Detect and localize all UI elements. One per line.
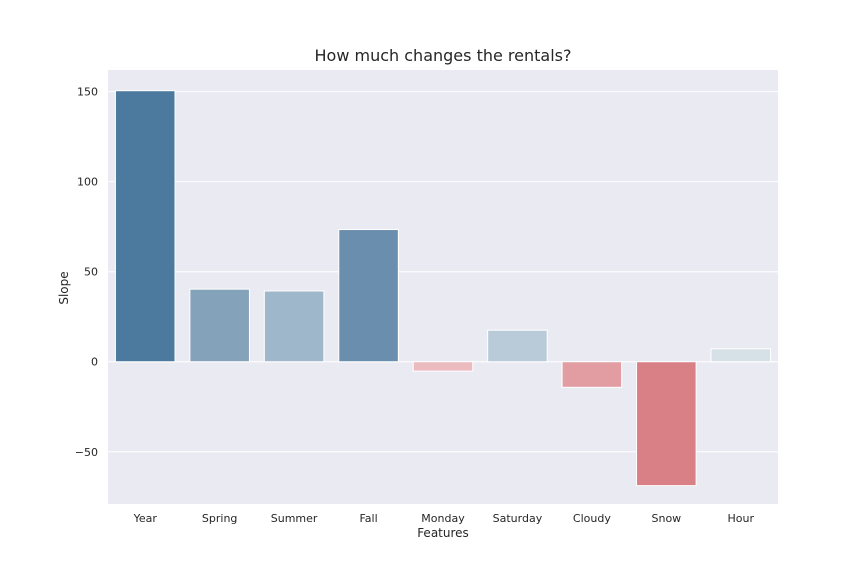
y-tick-label: 150 [77,86,98,99]
y-axis-label: Slope [57,271,71,305]
bar-hour [710,348,772,363]
bar-saturday [487,329,548,363]
bar-cloudy [561,361,623,388]
bar-fall [338,229,399,363]
y-tick-label: 100 [77,176,98,189]
chart-title: How much changes the rentals? [314,46,572,65]
y-tick-labels: −50 0 50 100 150 [75,86,98,459]
bar-snow [636,361,697,487]
x-tick-label: Year [133,512,158,525]
x-axis-label: Features [417,526,469,540]
x-tick-label: Hour [728,512,755,525]
x-tick-label: Spring [202,512,238,525]
bar-spring [189,288,250,363]
x-tick-label: Snow [651,512,681,525]
x-tick-label: Summer [271,512,318,525]
x-tick-labels: Year Spring Summer Fall Monday Saturday Cloudy… [133,512,755,525]
bar-year [114,90,176,363]
x-tick-label: Cloudy [573,512,611,525]
bar-monday [412,361,474,372]
y-tick-label: −50 [75,446,98,459]
y-tick-label: 0 [91,356,98,369]
bar-summer [263,290,325,363]
x-tick-label: Fall [359,512,377,525]
x-tick-label: Saturday [493,512,543,525]
bars [114,90,772,487]
x-tick-label: Monday [421,512,465,525]
y-tick-label: 50 [84,266,98,279]
